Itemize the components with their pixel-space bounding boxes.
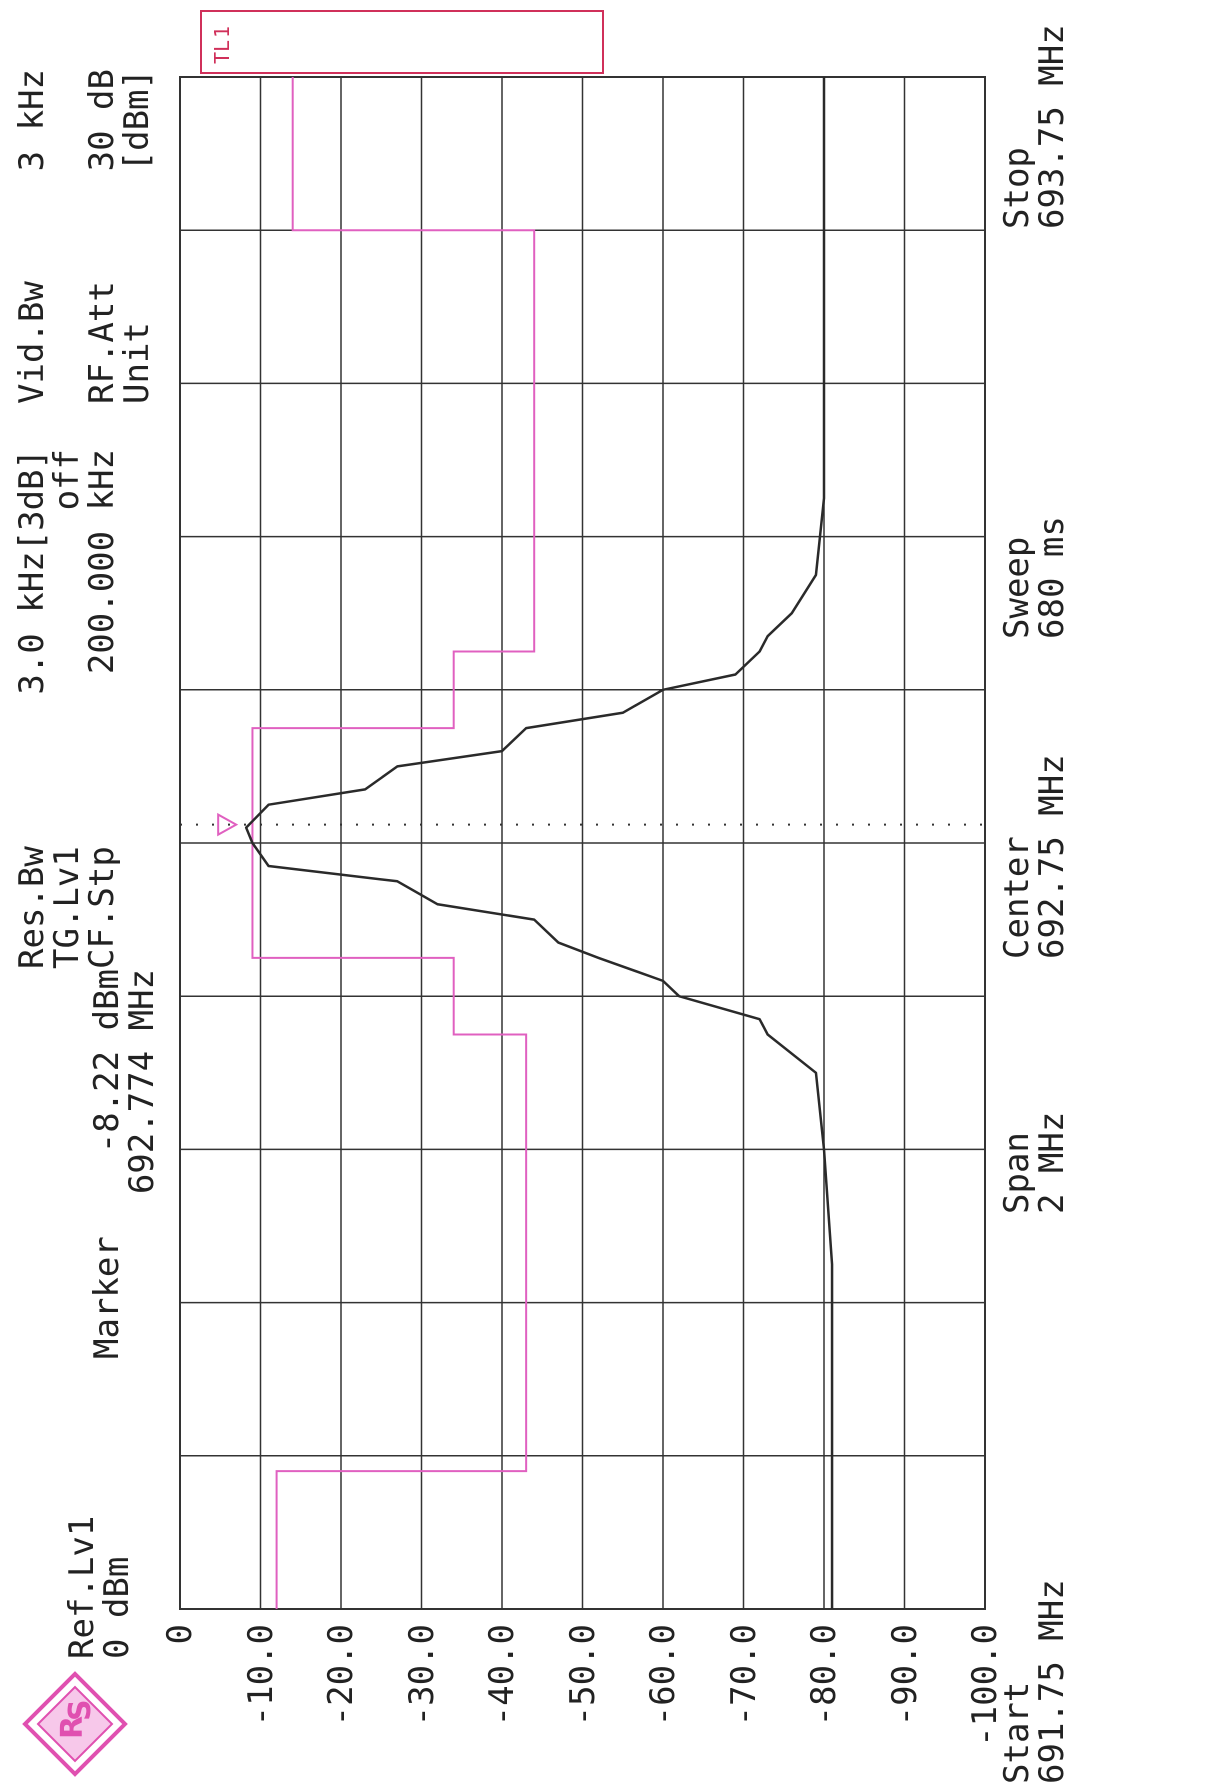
span-value: 2 MHz <box>1032 1111 1072 1214</box>
trace-line <box>244 77 834 1609</box>
y-tick-label: -30.0 <box>401 1624 442 1727</box>
y-tick-label: -90.0 <box>884 1624 925 1727</box>
y-tick-label: -20.0 <box>321 1624 361 1727</box>
y-tick-label: -40.0 <box>482 1624 522 1727</box>
stop-label: Stop <box>997 147 1037 229</box>
tl-label: TL <box>210 39 234 64</box>
y-tick-label: -10.0 <box>240 1624 281 1727</box>
y-tick-label: -80.0 <box>804 1624 844 1727</box>
trace-layer <box>244 77 834 1609</box>
y-tick-label: -50.0 <box>562 1624 603 1727</box>
svg-text:R: R <box>55 1716 90 1739</box>
sweep-value: 680 ms <box>1032 516 1072 639</box>
tl-indicator: TL 1 <box>200 10 604 74</box>
sweep-label: Sweep <box>997 536 1037 639</box>
y-tick-label: 0 <box>160 1624 200 1645</box>
rs-logo: R S <box>20 1669 130 1779</box>
start-label: Start <box>997 1681 1037 1784</box>
rs-logo-icon: R S <box>22 1671 128 1777</box>
start-value: 691.75 MHz <box>1032 1579 1072 1784</box>
center-value: 692.75 MHz <box>1032 754 1072 959</box>
svg-text:S: S <box>63 1699 98 1721</box>
y-tick-label: -70.0 <box>723 1624 764 1727</box>
span-label: Span <box>997 1132 1037 1214</box>
stop-value: 693.75 MHz <box>1032 24 1072 229</box>
tl-value: 1 <box>210 25 234 38</box>
marker-layer <box>180 812 985 837</box>
marker-triangle-icon <box>217 812 239 837</box>
plot-grid <box>179 76 986 1610</box>
y-tick-label: -60.0 <box>643 1624 683 1727</box>
center-label: Center <box>997 836 1037 959</box>
